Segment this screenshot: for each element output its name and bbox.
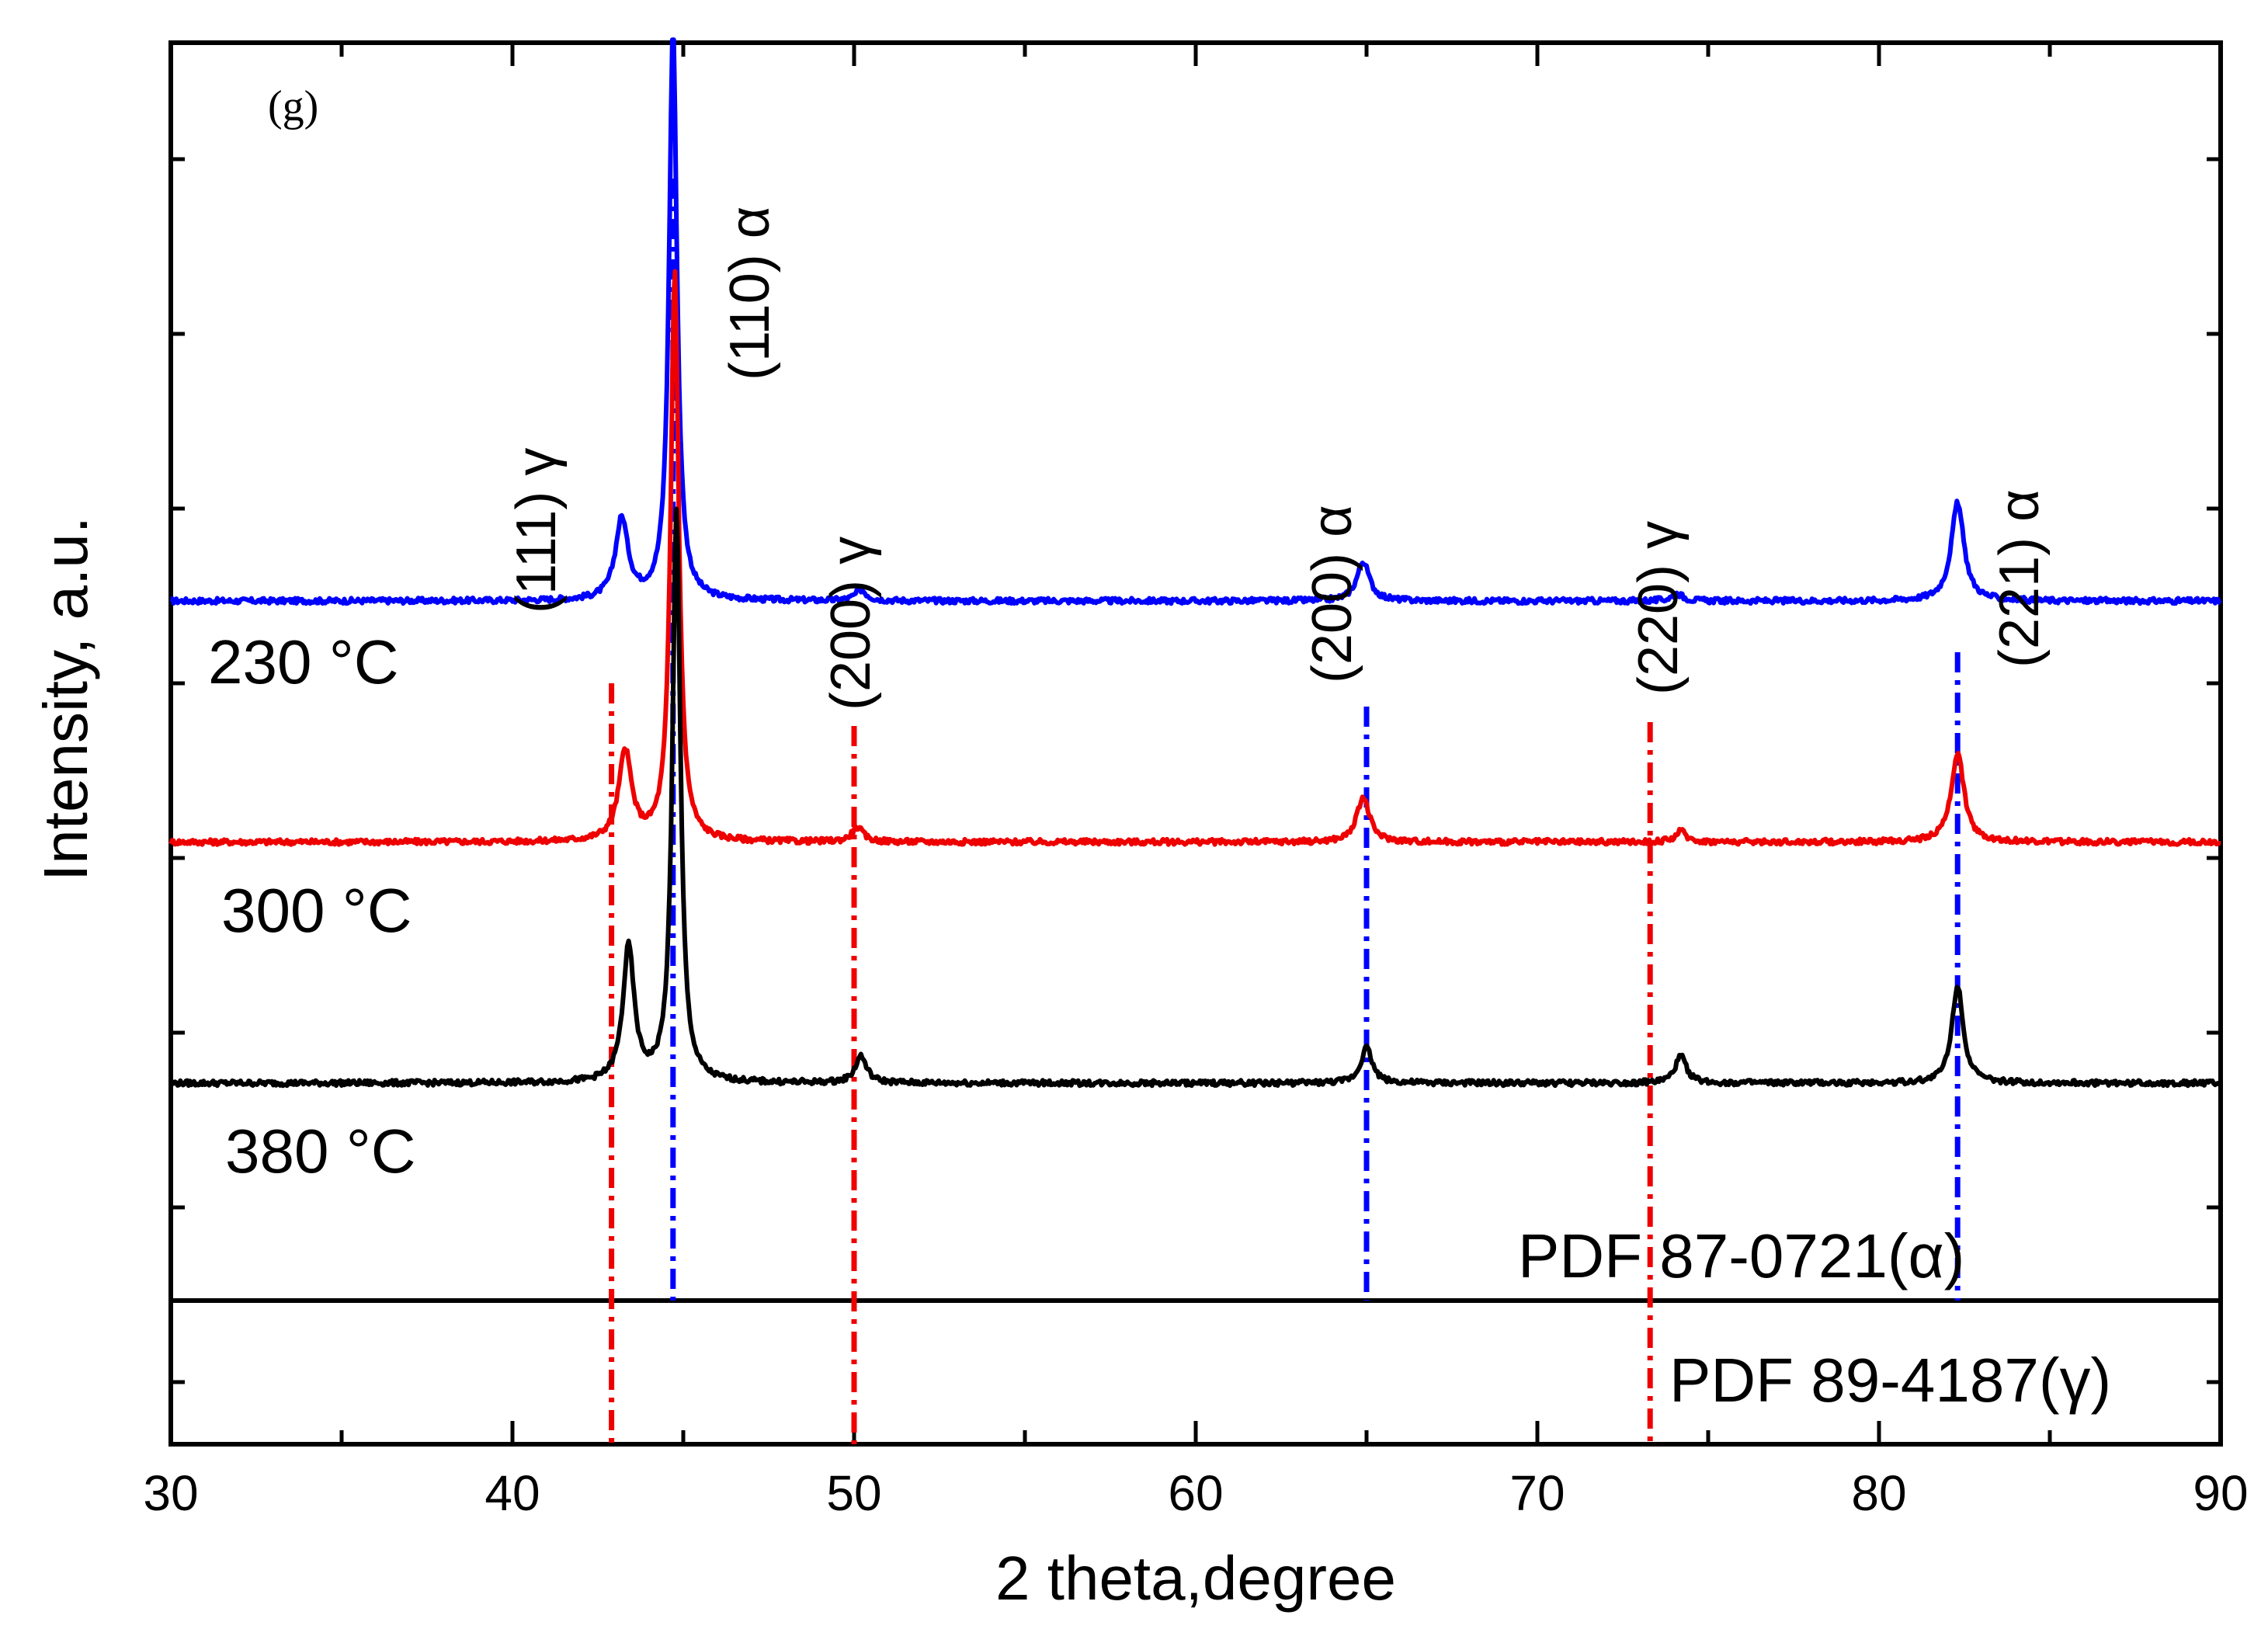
series-line-300 (168, 269, 2222, 847)
x-axis-ticks (168, 43, 2223, 1444)
series-line-380 (168, 506, 2222, 1089)
peak-label-221-alpha: (221) α (1988, 489, 2051, 668)
minor-ticks (171, 157, 2221, 1384)
x-tick-label: 80 (1851, 1465, 1906, 1521)
pdf-alpha-label: PDF 87-0721(α) (1518, 1221, 1964, 1290)
x-tick-label: 70 (1509, 1465, 1565, 1521)
y-axis-title: Intensity, a.u. (31, 516, 100, 881)
peak-label-111-gamma: (111) γ (505, 448, 568, 613)
series-label-380: 380 °C (225, 1117, 415, 1186)
x-axis-title: 2 theta,degree (995, 1544, 1396, 1613)
x-tick-label: 30 (143, 1465, 198, 1521)
peak-label-220-gamma: (220) γ (1627, 521, 1690, 695)
pdf-gamma-label: PDF 89-4187(γ) (1669, 1346, 2111, 1415)
x-tick-label: 60 (1168, 1465, 1223, 1521)
series-label-300: 300 °C (221, 876, 412, 945)
peak-label-110-alpha: (110) α (719, 207, 781, 380)
peak-label-200-gamma: (200) γ (820, 537, 882, 710)
series-label-230: 230 °C (208, 627, 398, 696)
series-line-230 (169, 37, 2222, 606)
peak-label-200-alpha: (200) α (1301, 505, 1363, 683)
panel-label: (g) (268, 82, 318, 130)
x-axis-tick-labels: 30 40 50 60 70 80 90 (143, 1465, 2248, 1521)
x-tick-label: 40 (485, 1465, 540, 1521)
x-tick-label: 90 (2193, 1465, 2248, 1521)
series-lines (168, 37, 2222, 1089)
x-tick-label: 50 (826, 1465, 881, 1521)
